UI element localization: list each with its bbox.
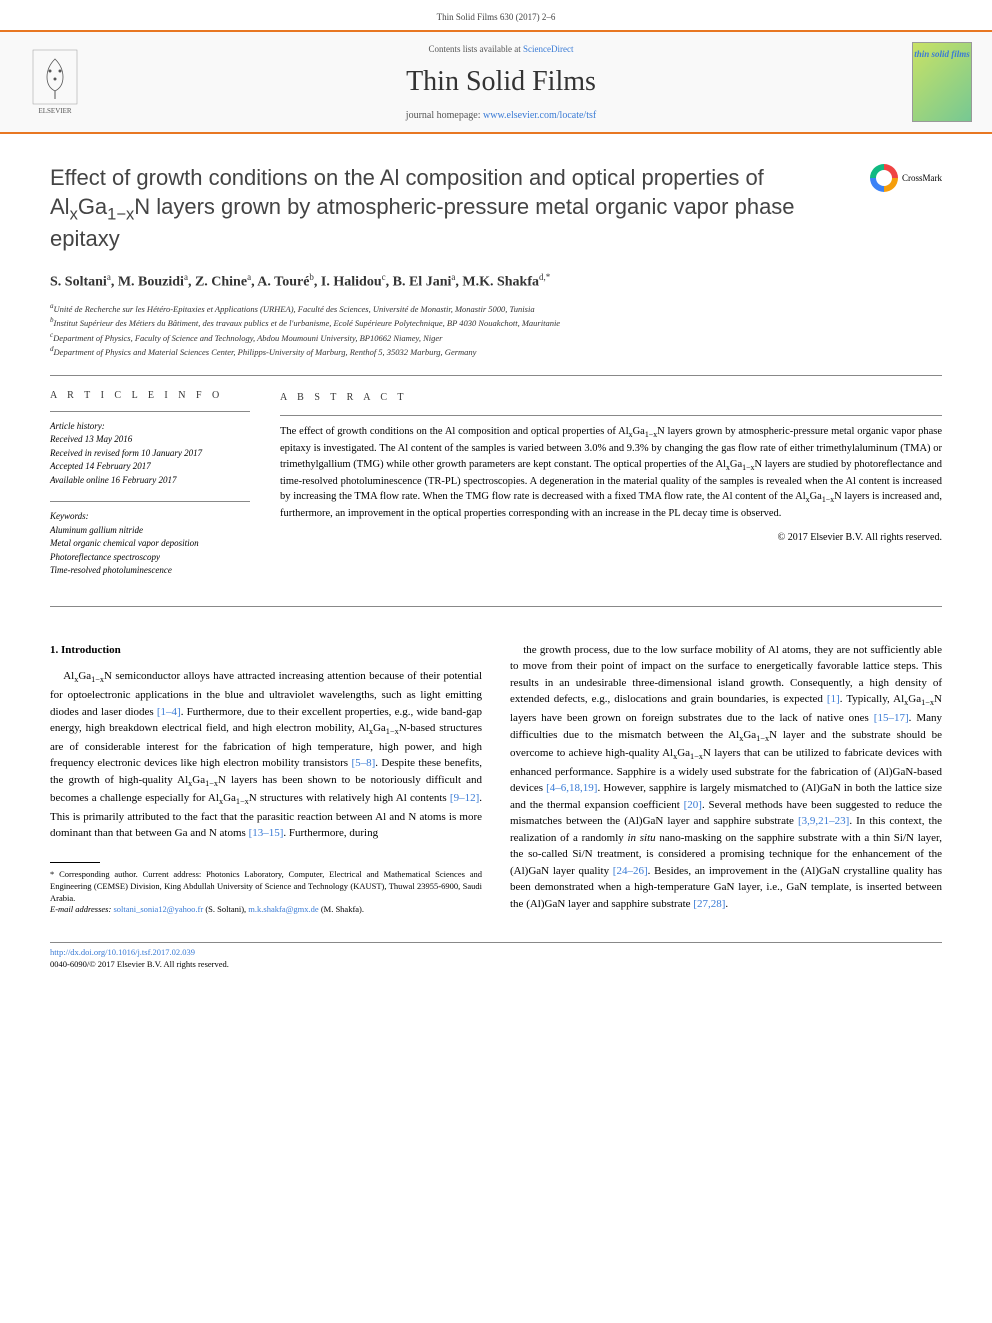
email-link-1[interactable]: soltani_sonia12@yahoo.fr [113, 904, 203, 914]
running-head: Thin Solid Films 630 (2017) 2–6 [0, 0, 992, 30]
main-text-columns: 1. Introduction AlxGa1−xN semiconductor … [50, 642, 942, 916]
affiliations: aUnité de Recherche sur les Hétéro-Epita… [50, 301, 942, 359]
elsevier-tree-icon [32, 49, 78, 105]
crossmark-label: CrossMark [902, 173, 942, 183]
doi-link[interactable]: http://dx.doi.org/10.1016/j.tsf.2017.02.… [50, 947, 195, 957]
elsevier-logo: ELSEVIER [20, 42, 90, 122]
homepage-link[interactable]: www.elsevier.com/locate/tsf [483, 110, 596, 121]
contents-line: Contents lists available at ScienceDirec… [90, 44, 912, 54]
body-paragraph: AlxGa1−xN semiconductor alloys have attr… [50, 668, 482, 841]
sciencedirect-link[interactable]: ScienceDirect [523, 44, 573, 54]
issn-line: 0040-6090/© 2017 Elsevier B.V. All right… [50, 959, 942, 971]
affiliation-d: dDepartment of Physics and Material Scie… [50, 344, 942, 359]
crossmark-icon [870, 164, 898, 192]
section-heading: 1. Introduction [50, 642, 482, 659]
journal-title: Thin Solid Films [90, 66, 912, 98]
article-info-column: A R T I C L E I N F O Article history: R… [50, 390, 250, 592]
affiliation-a: aUnité de Recherche sur les Hétéro-Epita… [50, 301, 942, 316]
column-right: the growth process, due to the low surfa… [510, 642, 942, 916]
homepage-line: journal homepage: www.elsevier.com/locat… [90, 110, 912, 121]
body-paragraph: the growth process, due to the low surfa… [510, 642, 942, 912]
affiliation-c: cDepartment of Physics, Faculty of Scien… [50, 330, 942, 345]
abstract-copyright: © 2017 Elsevier B.V. All rights reserved… [280, 530, 942, 545]
keywords: Keywords: Aluminum gallium nitride Metal… [50, 510, 250, 578]
article-info-label: A R T I C L E I N F O [50, 390, 250, 401]
email-link-2[interactable]: m.k.shakfa@gmx.de [248, 904, 318, 914]
abstract-text: The effect of growth conditions on the A… [280, 424, 942, 522]
footnote-separator [50, 862, 100, 863]
affiliation-b: bInstitut Supérieur des Métiers du Bâtim… [50, 315, 942, 330]
author-list: S. Soltania, M. Bouzidia, Z. Chinea, A. … [50, 272, 942, 291]
journal-banner: ELSEVIER Contents lists available at Sci… [0, 30, 992, 134]
page-footer: http://dx.doi.org/10.1016/j.tsf.2017.02.… [0, 936, 992, 991]
journal-cover-thumb: thin solid films [912, 42, 972, 122]
article-title: Effect of growth conditions on the Al co… [50, 164, 850, 254]
abstract-label: A B S T R A C T [280, 390, 942, 405]
abstract-column: A B S T R A C T The effect of growth con… [280, 390, 942, 592]
column-left: 1. Introduction AlxGa1−xN semiconductor … [50, 642, 482, 916]
crossmark-badge[interactable]: CrossMark [870, 164, 942, 192]
elsevier-label: ELSEVIER [38, 107, 71, 115]
divider [50, 375, 942, 376]
article-history: Article history: Received 13 May 2016 Re… [50, 420, 250, 488]
corresponding-footnote: * Corresponding author. Current address:… [50, 869, 482, 917]
